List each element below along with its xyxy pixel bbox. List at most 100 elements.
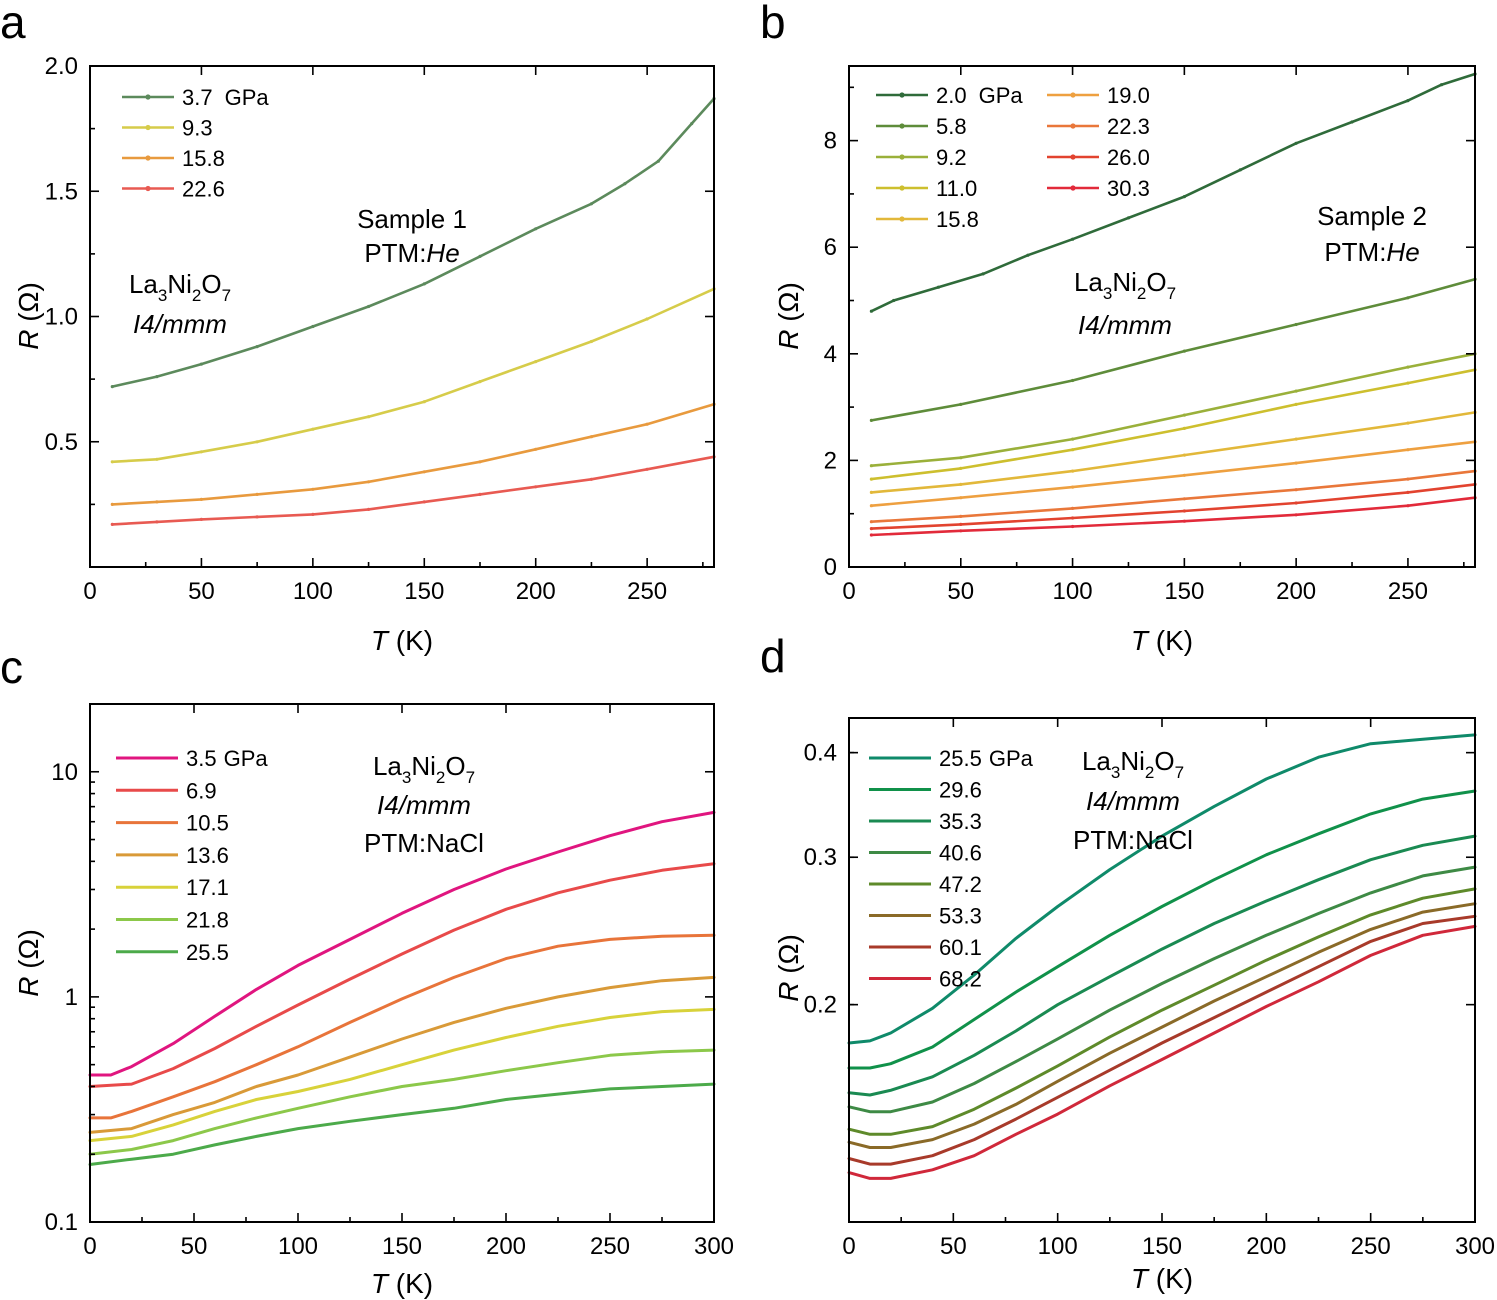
panel-a-ptm-label: PTM:He <box>364 238 459 268</box>
formula-el3: O <box>1146 267 1166 297</box>
panel-a-legend-unit: GPa <box>225 85 270 110</box>
panel-b-data-point <box>1406 490 1410 494</box>
panel-c-x-tick-label: 150 <box>382 1233 422 1260</box>
panel-d-x-tick-label: 300 <box>1455 1233 1495 1260</box>
panel-b-data-point <box>1071 506 1075 510</box>
panel-c-y-tick-label: 10 <box>51 759 78 786</box>
panel-b-data-point <box>1182 519 1186 523</box>
panel-c-ptm-label: PTM:NaCl <box>364 828 484 858</box>
panel-a-data-point <box>255 440 259 444</box>
panel-b-data-point <box>1294 141 1298 145</box>
panel-b-data-point <box>1182 509 1186 513</box>
panel-c-y-tick-label: 1 <box>65 984 78 1011</box>
panel-b-data-point <box>869 464 874 468</box>
formula-n3: 7 <box>222 286 231 305</box>
formula-el1: La <box>1082 746 1111 776</box>
panel-b-formula: La3Ni2O7 <box>1074 267 1176 303</box>
formula-n2: 2 <box>1137 284 1146 303</box>
panel-a-data-point <box>110 502 114 506</box>
formula-n2: 2 <box>192 286 201 305</box>
panel-c-x-tick-label: 0 <box>83 1233 96 1260</box>
y-axis-unit: (Ω) <box>773 934 804 974</box>
panel-b-data-point <box>1182 473 1186 477</box>
panel-b-data-point <box>1071 437 1075 441</box>
panel-c-series-line-17.1 <box>88 1007 716 1143</box>
panel-c-legend-label: 17.1 <box>186 875 229 900</box>
panel-b-legend-label: 30.3 <box>1107 176 1150 201</box>
formula-el1: La <box>373 751 402 781</box>
panel-a-data-point <box>311 512 315 517</box>
panel-b-legend-label: 5.8 <box>936 114 967 139</box>
panel-b-data-point <box>1294 488 1298 492</box>
y-axis-symbol: R <box>773 330 804 350</box>
panel-a-data-point <box>155 457 159 461</box>
panel-d-x-tick-label: 0 <box>842 1233 855 1260</box>
panel-d-formula: La3Ni2O7 <box>1082 746 1184 782</box>
panel-b-data-point <box>1406 99 1410 103</box>
panel-a-data-point <box>199 517 203 522</box>
x-axis-symbol: T <box>371 1268 390 1299</box>
ptm-prefix: PTM: <box>364 828 426 858</box>
panel-c-x-tick-label: 300 <box>694 1233 734 1260</box>
panel-d-x-tick-label: 200 <box>1246 1233 1286 1260</box>
y-axis-symbol: R <box>13 977 44 997</box>
y-axis-unit: (Ω) <box>13 282 44 322</box>
panel-b-y-axis-title: R (Ω) <box>773 282 804 350</box>
panel-d-legend-label: 68.2 <box>939 967 982 992</box>
panel-c-x-tick-label: 50 <box>181 1233 208 1260</box>
formula-el2: Ni <box>411 751 436 781</box>
panel-a-y-tick-label: 2.0 <box>45 53 78 80</box>
panel-b-data-point <box>1182 497 1186 501</box>
panel-a-x-tick-label: 0 <box>83 578 96 605</box>
panel-a-x-tick-label: 150 <box>404 578 444 605</box>
panel-a-data-point <box>110 385 114 389</box>
panel-a-data-point <box>589 435 594 439</box>
x-axis-unit: (K) <box>396 1268 433 1299</box>
panel-c-legend-unit: GPa <box>224 746 269 771</box>
formula-el3: O <box>445 751 465 781</box>
panel-c-series-line-10.5 <box>88 933 716 1120</box>
panel-d-series-line-68.2 <box>847 924 1477 1180</box>
panel-a-y-tick-label: 0.5 <box>45 429 78 456</box>
panel-c-letter: c <box>0 641 23 693</box>
panel-b-data-point <box>1406 448 1410 452</box>
panel-b-data-point <box>1071 524 1075 529</box>
ptm-medium: He <box>1386 237 1419 267</box>
panel-a-data-point <box>478 460 482 464</box>
ptm-prefix: PTM: <box>1324 237 1386 267</box>
panel-b-data-point <box>1126 216 1131 220</box>
panel-d-legend-label: 29.6 <box>939 778 982 803</box>
panel-b-data-point <box>1294 437 1298 441</box>
panel-d-legend-label: 47.2 <box>939 872 982 897</box>
panel-a-data-point <box>110 522 114 527</box>
panel-c-series-line-6.9 <box>88 862 716 1088</box>
panel-b-ptm-label: PTM:He <box>1324 237 1419 267</box>
panel-a-data-point <box>534 485 538 489</box>
panel-a-legend-marker <box>145 124 151 131</box>
panel-b-data-point <box>1294 461 1298 465</box>
panel-b-legend-marker <box>1070 185 1076 191</box>
x-axis-unit: (K) <box>1156 625 1193 656</box>
panel-b-data-point <box>1238 168 1242 172</box>
panel-a-data-point <box>422 400 426 404</box>
panel-a-x-tick-label: 100 <box>293 578 333 605</box>
panel-b-data-point <box>959 496 963 500</box>
panel-b-data-point <box>1182 195 1186 199</box>
panel-a-data-point <box>367 480 371 484</box>
panel-c-legend: 3.5 GPa 6.9 10.5 13.6 17.1 21.8 25.5 <box>116 746 268 965</box>
formula-n3: 7 <box>1167 284 1176 303</box>
formula-n1: 3 <box>402 768 411 787</box>
panel-b-data-point <box>869 490 874 494</box>
panel-b-legend-marker <box>899 216 905 222</box>
panel-b-data-point <box>959 529 963 533</box>
panel-a-data-point <box>690 122 694 126</box>
panel-a-legend: 3.7 GPa 9.3 15.8 22.6 <box>122 85 269 202</box>
panel-b-data-point <box>1182 426 1186 430</box>
panel-b-series-line-2.0 <box>870 72 1477 313</box>
panel-b-data-point <box>1071 485 1075 489</box>
panel-a-legend-marker <box>145 94 151 100</box>
panel-c-series-line-13.6 <box>88 975 716 1134</box>
panel-b-data-point <box>1071 448 1075 452</box>
panel-a-data-point <box>645 317 649 321</box>
panel-b-legend-marker <box>899 123 905 129</box>
